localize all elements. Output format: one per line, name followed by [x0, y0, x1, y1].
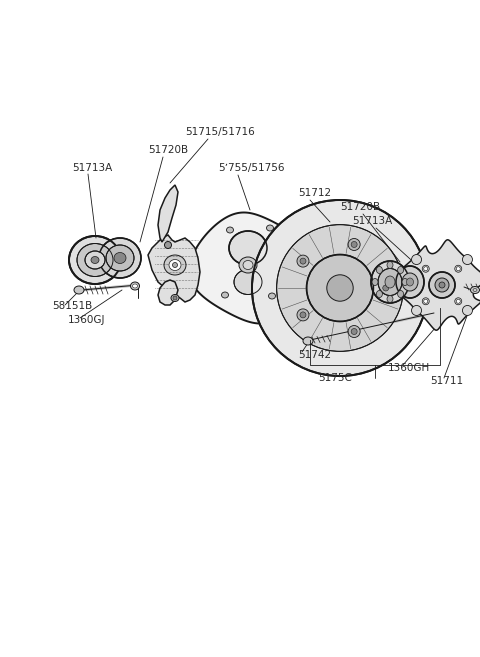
Circle shape	[297, 255, 309, 267]
Ellipse shape	[439, 282, 445, 288]
Ellipse shape	[303, 337, 313, 345]
Ellipse shape	[77, 244, 113, 277]
Ellipse shape	[91, 256, 99, 263]
Text: 51720B: 51720B	[148, 145, 188, 155]
Ellipse shape	[114, 252, 126, 263]
Ellipse shape	[171, 294, 179, 302]
Ellipse shape	[402, 273, 418, 291]
Ellipse shape	[173, 296, 177, 300]
Ellipse shape	[456, 299, 460, 304]
Ellipse shape	[402, 279, 408, 286]
Ellipse shape	[397, 290, 404, 298]
Ellipse shape	[74, 286, 84, 294]
Text: 5175C: 5175C	[318, 373, 352, 383]
Circle shape	[351, 242, 357, 248]
Ellipse shape	[239, 257, 257, 273]
Polygon shape	[158, 185, 178, 242]
Ellipse shape	[227, 227, 233, 233]
Ellipse shape	[396, 266, 424, 298]
Circle shape	[351, 328, 357, 334]
Ellipse shape	[385, 276, 395, 288]
Ellipse shape	[221, 292, 228, 298]
Polygon shape	[189, 212, 315, 323]
Text: 58151B: 58151B	[52, 301, 92, 311]
Ellipse shape	[172, 263, 178, 267]
Circle shape	[297, 309, 309, 321]
Circle shape	[307, 254, 373, 321]
Text: 51720B: 51720B	[340, 202, 380, 212]
Ellipse shape	[387, 261, 393, 269]
Ellipse shape	[131, 282, 140, 290]
Ellipse shape	[169, 260, 181, 271]
Ellipse shape	[165, 242, 171, 248]
Polygon shape	[148, 235, 200, 302]
Ellipse shape	[132, 284, 137, 288]
Ellipse shape	[411, 306, 421, 315]
Ellipse shape	[455, 265, 462, 272]
Circle shape	[348, 238, 360, 250]
Polygon shape	[397, 240, 480, 330]
Circle shape	[276, 225, 403, 351]
Ellipse shape	[376, 267, 383, 273]
Text: 51713A: 51713A	[352, 216, 392, 226]
Ellipse shape	[455, 298, 462, 305]
Ellipse shape	[424, 267, 428, 271]
Ellipse shape	[85, 251, 105, 269]
Circle shape	[300, 258, 306, 264]
Ellipse shape	[411, 254, 421, 265]
Ellipse shape	[429, 272, 455, 298]
Text: 1360GH: 1360GH	[388, 363, 430, 373]
Ellipse shape	[234, 269, 262, 294]
Polygon shape	[158, 280, 178, 305]
Circle shape	[383, 285, 389, 291]
Ellipse shape	[69, 236, 121, 284]
Text: 51742: 51742	[298, 350, 331, 360]
Text: 51711: 51711	[430, 376, 463, 386]
Ellipse shape	[424, 299, 428, 304]
Text: 51712: 51712	[298, 188, 331, 198]
Ellipse shape	[422, 298, 429, 305]
Ellipse shape	[462, 254, 472, 265]
Ellipse shape	[378, 269, 402, 296]
Ellipse shape	[372, 279, 378, 286]
Ellipse shape	[456, 267, 460, 271]
Ellipse shape	[376, 290, 383, 298]
Ellipse shape	[371, 261, 409, 303]
Ellipse shape	[387, 296, 393, 302]
Ellipse shape	[106, 245, 134, 271]
Circle shape	[300, 312, 306, 318]
Ellipse shape	[462, 306, 472, 315]
Text: 1360GJ: 1360GJ	[68, 315, 106, 325]
Circle shape	[327, 275, 353, 301]
Text: 51715/51716: 51715/51716	[185, 127, 255, 137]
Ellipse shape	[164, 255, 186, 275]
Ellipse shape	[422, 265, 429, 272]
Text: 51713A: 51713A	[72, 163, 112, 173]
Circle shape	[380, 282, 392, 294]
Ellipse shape	[407, 278, 413, 286]
Ellipse shape	[435, 278, 449, 292]
Ellipse shape	[266, 225, 274, 231]
Circle shape	[252, 200, 428, 376]
Circle shape	[348, 325, 360, 338]
Ellipse shape	[268, 293, 276, 299]
Ellipse shape	[243, 260, 253, 269]
Ellipse shape	[397, 267, 404, 273]
Ellipse shape	[229, 231, 267, 265]
Text: 5ʼ755/51756: 5ʼ755/51756	[218, 163, 285, 173]
Ellipse shape	[99, 238, 141, 278]
Ellipse shape	[470, 286, 480, 294]
